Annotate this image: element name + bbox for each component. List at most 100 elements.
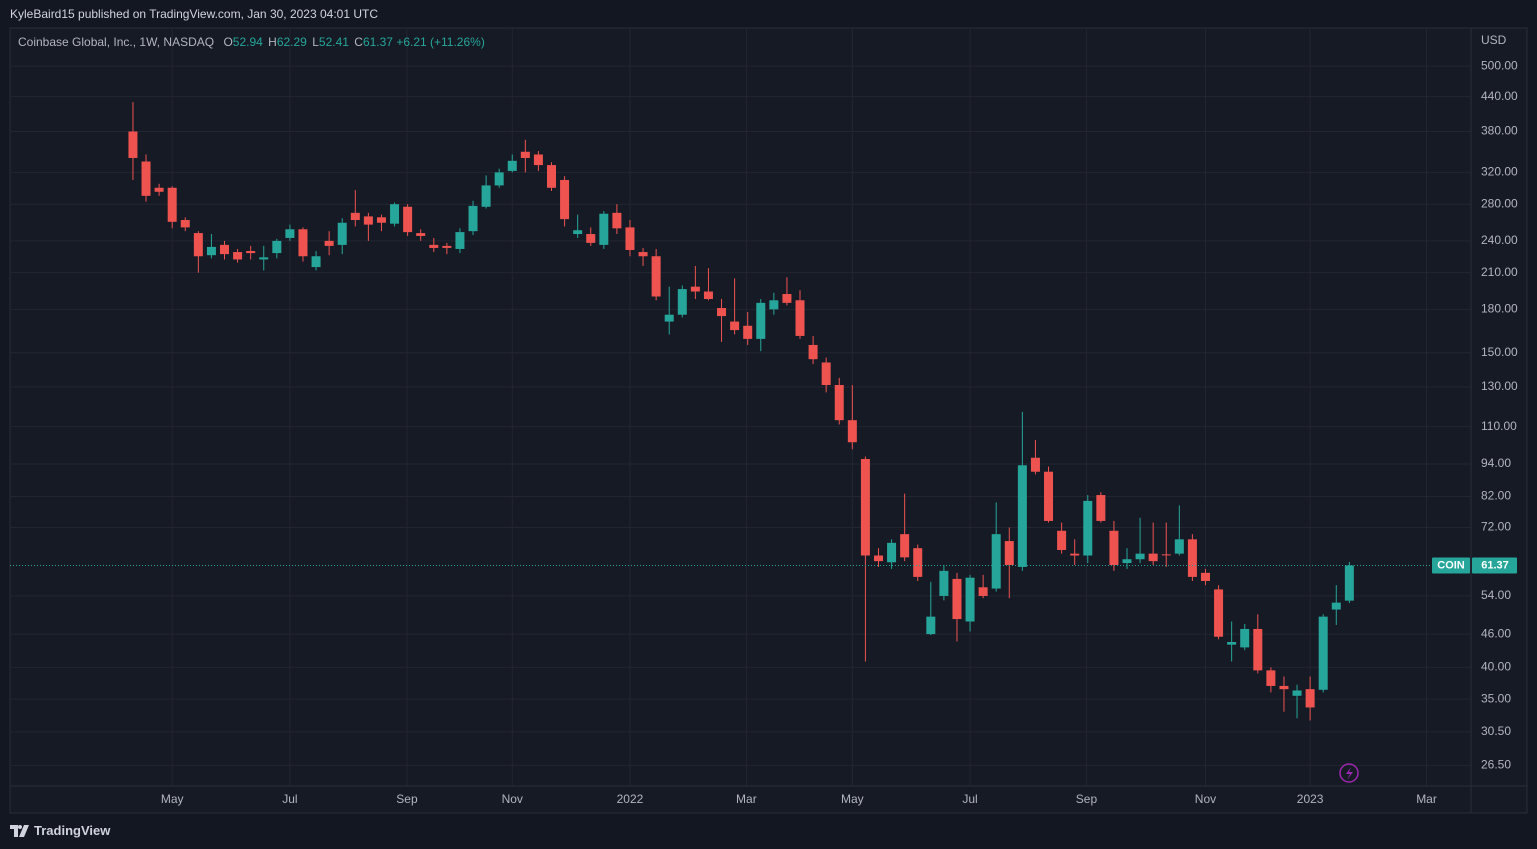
y-tick-label: 380.00 bbox=[1481, 124, 1518, 138]
candle-body bbox=[847, 420, 857, 443]
brand-logo bbox=[10, 824, 29, 837]
event-icon[interactable] bbox=[1339, 763, 1359, 783]
footer: TradingView bbox=[10, 823, 110, 838]
symbol-label: COIN bbox=[1437, 559, 1465, 571]
candle-body bbox=[1122, 559, 1132, 564]
x-tick-label: Jul bbox=[962, 792, 977, 806]
candle-body bbox=[808, 344, 818, 360]
candle-body bbox=[193, 233, 203, 257]
candle-body bbox=[272, 240, 282, 254]
candle-body bbox=[612, 212, 622, 229]
candle-body bbox=[926, 616, 936, 635]
candle-body bbox=[795, 300, 805, 336]
candle-body bbox=[1083, 500, 1093, 556]
candle-body bbox=[821, 362, 831, 385]
candle-body bbox=[180, 220, 190, 228]
candle-body bbox=[350, 212, 360, 221]
candle-body bbox=[1135, 553, 1145, 560]
y-tick-label: 110.00 bbox=[1481, 419, 1517, 433]
candle-body bbox=[599, 213, 609, 245]
candle-body bbox=[1331, 602, 1341, 610]
y-tick-label: 35.00 bbox=[1481, 691, 1511, 705]
candle-body bbox=[1004, 541, 1014, 565]
candle-body bbox=[1200, 572, 1210, 581]
candle-body bbox=[756, 302, 766, 339]
candle-body bbox=[638, 252, 648, 257]
legend-key: L bbox=[312, 35, 319, 49]
candle-body bbox=[429, 244, 439, 248]
candle-body bbox=[206, 246, 216, 256]
candle-body bbox=[311, 256, 321, 268]
candle-body bbox=[246, 251, 256, 254]
candle-body bbox=[481, 185, 491, 207]
candle-body bbox=[560, 179, 570, 220]
x-tick-label: Sep bbox=[396, 792, 418, 806]
candle-body bbox=[965, 577, 975, 622]
y-tick-label: 240.00 bbox=[1481, 233, 1518, 247]
candle-body bbox=[442, 245, 452, 248]
event-icon-bolt bbox=[1346, 767, 1353, 780]
candle-body bbox=[376, 217, 386, 223]
candle-body bbox=[533, 154, 543, 166]
candle-body bbox=[363, 216, 373, 225]
legend-key: H bbox=[268, 35, 277, 49]
x-tick-label: Sep bbox=[1076, 792, 1098, 806]
candle-body bbox=[1318, 616, 1328, 690]
y-tick-label: 210.00 bbox=[1481, 265, 1518, 279]
candle-body bbox=[939, 570, 949, 596]
candle-body bbox=[1187, 539, 1197, 577]
candle-body bbox=[259, 257, 269, 260]
x-tick-label: Mar bbox=[736, 792, 757, 806]
candle-body bbox=[1266, 670, 1276, 686]
candle-body bbox=[1174, 539, 1184, 554]
y-tick-label: 280.00 bbox=[1481, 196, 1518, 210]
candle-body bbox=[403, 206, 413, 233]
y-tick-label: 130.00 bbox=[1481, 379, 1518, 393]
candle-body bbox=[913, 548, 923, 577]
candle-body bbox=[873, 555, 883, 562]
grid bbox=[10, 28, 1471, 786]
legend-key: C bbox=[354, 35, 363, 49]
x-tick-label: Nov bbox=[502, 792, 523, 806]
brand-name: TradingView bbox=[34, 823, 111, 838]
candle-body bbox=[1292, 690, 1302, 696]
candle-body bbox=[664, 314, 674, 322]
candle-body bbox=[1305, 689, 1315, 708]
legend: Coinbase Global, Inc., 1W, NASDAQ O52.94… bbox=[18, 35, 485, 49]
candle-body bbox=[860, 458, 870, 556]
candle-body bbox=[1096, 495, 1106, 521]
candle-body bbox=[730, 321, 740, 331]
candle-body bbox=[1161, 554, 1171, 556]
y-tick-label: 40.00 bbox=[1481, 660, 1511, 674]
candle-body bbox=[1109, 530, 1119, 565]
x-tick-label: Mar bbox=[1416, 792, 1437, 806]
x-tick-label: May bbox=[161, 792, 184, 806]
candle-body bbox=[651, 256, 661, 297]
candle-body bbox=[991, 534, 1001, 589]
candle-body bbox=[1214, 589, 1224, 637]
candle-body bbox=[586, 234, 596, 243]
candle-body bbox=[743, 325, 753, 339]
price-label: 61.37 bbox=[1481, 559, 1509, 571]
candle-body bbox=[154, 187, 164, 192]
candle-body bbox=[520, 151, 530, 158]
candle-body bbox=[690, 286, 700, 292]
x-tick-label: May bbox=[841, 792, 864, 806]
symbol-badge bbox=[1432, 557, 1470, 574]
legend-value: 52.41 bbox=[318, 35, 349, 49]
candle-body bbox=[390, 204, 400, 224]
y-tick-label: 94.00 bbox=[1481, 456, 1511, 470]
candle-body bbox=[1279, 685, 1289, 690]
legend-title: Coinbase Global, Inc., 1W, NASDAQ bbox=[18, 35, 215, 49]
y-tick-label: 54.00 bbox=[1481, 588, 1511, 602]
candle-body bbox=[233, 252, 243, 260]
candle-body bbox=[167, 187, 177, 222]
candle-body bbox=[769, 300, 779, 310]
y-tick-label: 320.00 bbox=[1481, 165, 1518, 179]
candle-body bbox=[507, 160, 517, 171]
y-tick-label: 180.00 bbox=[1481, 302, 1518, 316]
candle-body bbox=[677, 289, 687, 315]
candle-body bbox=[285, 229, 295, 238]
candle-body bbox=[978, 587, 988, 596]
